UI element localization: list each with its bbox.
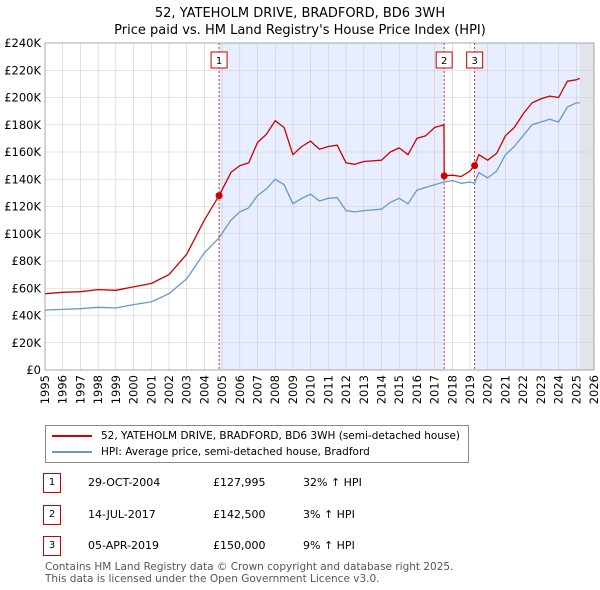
x-tick-label: 2026 <box>587 375 600 404</box>
y-tick-label: £100K <box>4 227 41 241</box>
x-tick-label: 2009 <box>286 375 300 404</box>
sale-label-box <box>210 51 228 69</box>
legend: 52, YATEHOLM DRIVE, BRADFORD, BD6 3WH (s… <box>45 425 469 463</box>
sale-label-box <box>466 51 484 69</box>
x-tick-label: 2010 <box>304 375 318 404</box>
x-tick-label: 1998 <box>91 375 105 404</box>
x-tick-label: 2011 <box>321 375 335 404</box>
x-tick-label: 2024 <box>552 375 566 404</box>
legend-swatch-property <box>52 435 92 437</box>
x-tick-label: 2020 <box>481 375 495 404</box>
x-tick-label: 2006 <box>233 375 247 404</box>
x-tick-label: 2004 <box>197 375 211 404</box>
property-price-line <box>44 77 581 295</box>
sale-hpi-diff: 3% ↑ HPI <box>303 508 355 521</box>
y-tick-label: £80K <box>12 254 42 268</box>
y-tick-label: £60K <box>12 281 42 295</box>
y-tick-label: £0 <box>26 363 41 377</box>
x-tick-label: 2002 <box>162 375 176 404</box>
sale-label: 1 <box>216 56 222 67</box>
x-tick-label: 2008 <box>268 375 282 404</box>
x-tick-label: 2005 <box>215 375 229 404</box>
y-tick-label: £240K <box>4 36 41 50</box>
chart-subtitle: Price paid vs. HM Land Registry's House … <box>114 23 486 38</box>
legend-label-property: 52, YATEHOLM DRIVE, BRADFORD, BD6 3WH (s… <box>101 430 461 442</box>
y-tick-label: £40K <box>12 309 42 323</box>
sale-price: £142,500 <box>213 508 266 521</box>
sale-date: 05-APR-2019 <box>88 539 160 552</box>
x-tick-label: 2012 <box>339 375 353 404</box>
sale-date: 29-OCT-2004 <box>88 476 161 489</box>
x-tick-label: 2013 <box>357 375 371 404</box>
sale-label-box <box>435 51 453 69</box>
sale-price: £127,995 <box>213 476 266 489</box>
sale-point <box>440 172 448 180</box>
sale-hpi-diff: 32% ↑ HPI <box>303 476 362 489</box>
sale-label: 2 <box>441 56 447 67</box>
x-tick-label: 2022 <box>516 375 530 404</box>
y-tick-label: £220K <box>4 63 41 77</box>
x-tick-label: 2007 <box>251 375 265 404</box>
sale-hpi-diff: 9% ↑ HPI <box>303 539 355 552</box>
x-tick-label: 2021 <box>498 375 512 404</box>
hpi-line <box>44 102 580 311</box>
footer-copyright: Contains HM Land Registry data © Crown c… <box>45 561 454 573</box>
y-tick-label: £160K <box>4 145 41 159</box>
x-tick-label: 1996 <box>56 375 70 404</box>
x-tick-label: 2017 <box>428 375 442 404</box>
sale-number-badge: 3 <box>43 536 61 556</box>
x-tick-label: 2014 <box>374 375 388 404</box>
x-tick-label: 2016 <box>410 375 424 404</box>
sale-point <box>471 162 479 170</box>
legend-swatch-hpi <box>52 451 92 453</box>
y-tick-label: £200K <box>4 91 41 105</box>
sale-price: £150,000 <box>213 539 266 552</box>
sale-number-badge: 2 <box>43 505 61 525</box>
price-chart: 1 2 3 £0 £20K £40K £60K £80K £100K £120K £140K £160… <box>4 36 600 404</box>
x-tick-label: 2025 <box>569 375 583 404</box>
x-tick-label: 2023 <box>534 375 548 404</box>
x-tick-label: 2018 <box>445 375 459 404</box>
sale-date: 14-JUL-2017 <box>88 508 156 521</box>
x-tick-label: 1999 <box>109 375 123 404</box>
y-tick-label: £120K <box>4 200 41 214</box>
sale-point <box>215 192 223 200</box>
sale-number-badge: 1 <box>43 473 61 493</box>
x-tick-label: 2015 <box>392 375 406 404</box>
legend-item-property: 52, YATEHOLM DRIVE, BRADFORD, BD6 3WH (s… <box>52 428 460 444</box>
y-tick-label: £20K <box>12 336 42 350</box>
plot-frame <box>44 42 595 371</box>
sale-label: 3 <box>471 56 477 67</box>
x-tick-label: 1997 <box>73 375 87 404</box>
x-tick-label: 2003 <box>180 375 194 404</box>
legend-label-hpi: HPI: Average price, semi-detached house,… <box>101 446 370 458</box>
y-tick-label: £140K <box>4 172 41 186</box>
x-tick-label: 2000 <box>127 375 141 404</box>
y-tick-label: £180K <box>4 118 41 132</box>
x-tick-label: 2019 <box>463 375 477 404</box>
x-tick-label: 1995 <box>38 375 52 404</box>
footer-licence: This data is licensed under the Open Gov… <box>45 573 380 585</box>
x-tick-label: 2001 <box>144 375 158 404</box>
legend-item-hpi: HPI: Average price, semi-detached house,… <box>52 444 370 460</box>
chart-title: 52, YATEHOLM DRIVE, BRADFORD, BD6 3WH <box>154 6 446 21</box>
